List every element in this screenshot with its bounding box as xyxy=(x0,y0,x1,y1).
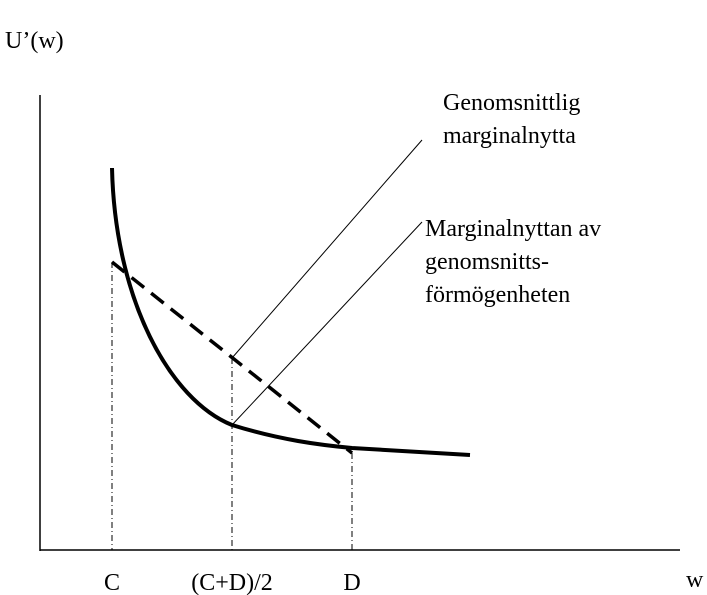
annotation-line: förmögenheten xyxy=(425,282,570,308)
x-label: (C+D)/2 xyxy=(191,570,273,595)
x-label: C xyxy=(104,570,120,595)
annotation-line: genomsnitts- xyxy=(425,249,549,275)
x-label: D xyxy=(343,570,360,595)
annotation-line: Marginalnyttan av xyxy=(425,216,601,242)
utility-curve xyxy=(110,167,471,457)
x-axis-label: w xyxy=(686,567,704,593)
pointer-2 xyxy=(231,221,423,426)
annotation-line: marginalnytta xyxy=(443,123,576,149)
annotation-line: Genomsnittlig xyxy=(443,90,580,116)
pointer-1 xyxy=(231,139,423,359)
y-axis-label: U’(w) xyxy=(5,28,64,54)
